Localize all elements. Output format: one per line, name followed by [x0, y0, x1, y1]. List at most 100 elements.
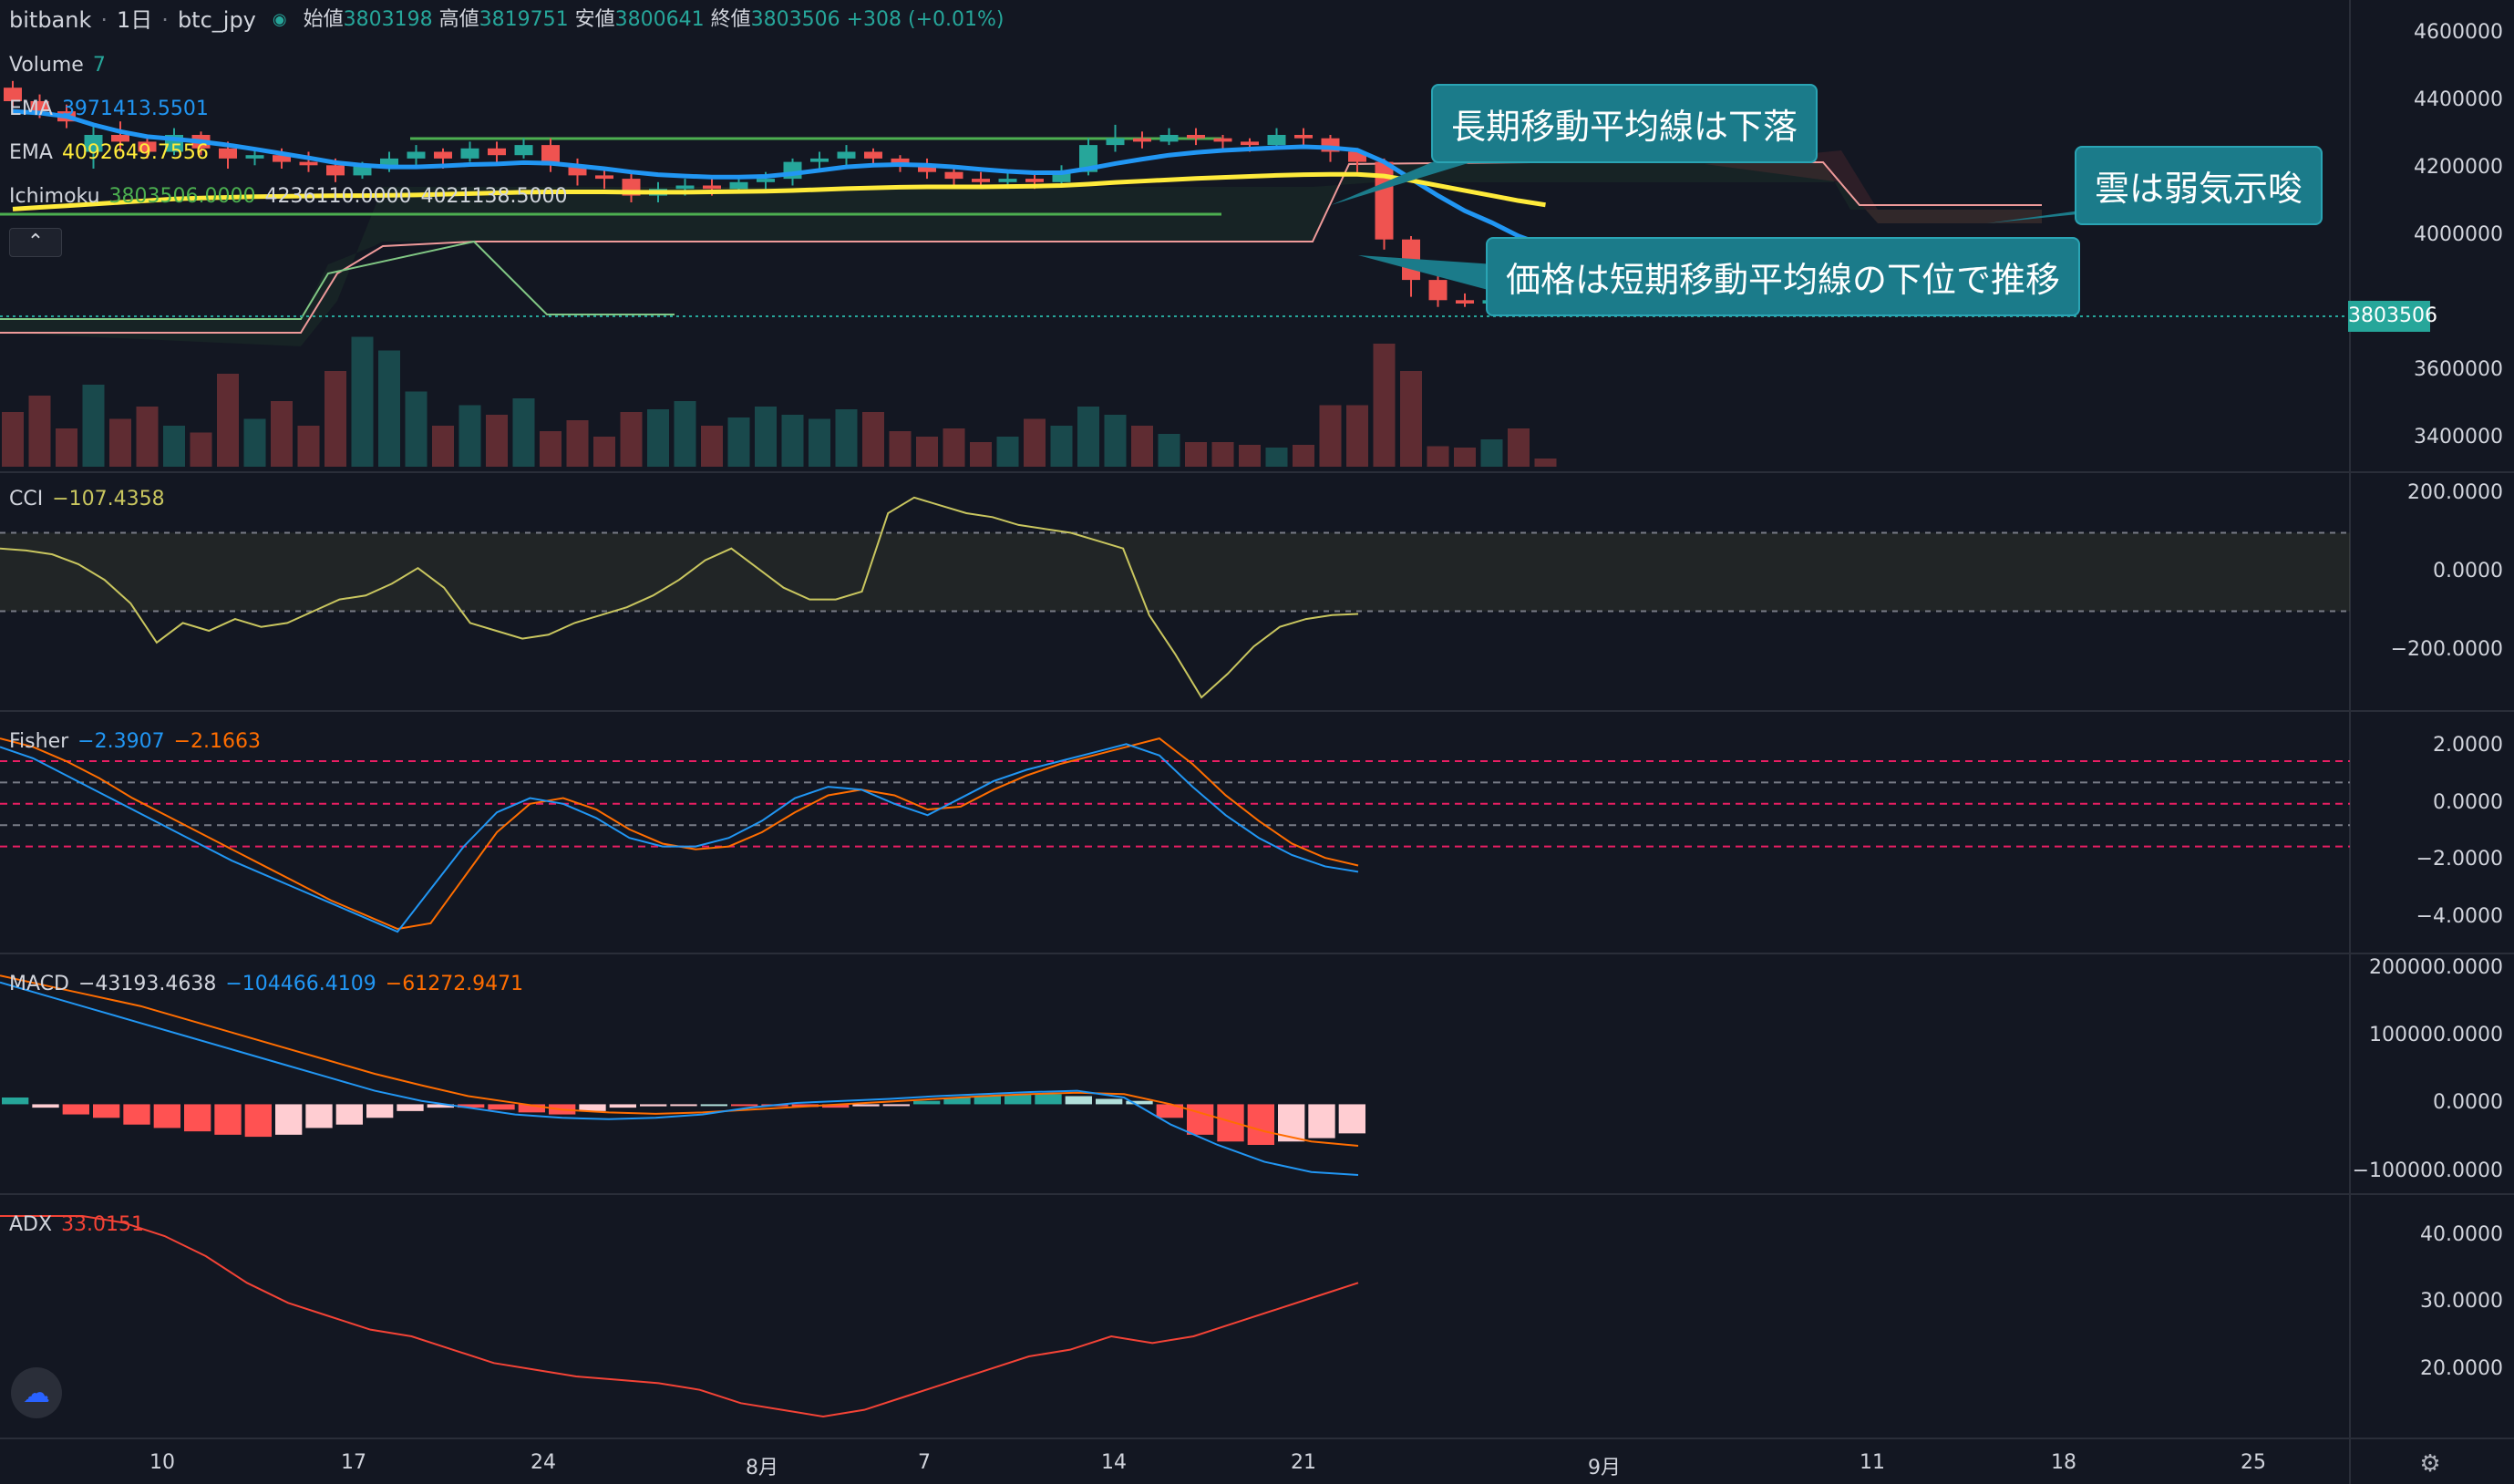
candle-body [1079, 145, 1097, 172]
macd-histogram-bar [943, 1098, 971, 1105]
volume-bar [1454, 448, 1476, 467]
macd-line [0, 981, 1359, 1177]
volume-bar [82, 385, 105, 467]
volume-bar [512, 398, 535, 467]
volume-bar [190, 432, 212, 467]
macd-histogram-bar [123, 1104, 150, 1125]
price-tick: 3600000 [2414, 358, 2503, 381]
ichimoku-value-2: 4236110.0000 [264, 185, 412, 208]
macd-histogram-bar [244, 1104, 272, 1138]
time-tick: 11 [1860, 1451, 1885, 1474]
candle-body [675, 185, 695, 190]
volume-bar [217, 374, 239, 467]
legend-fisher[interactable]: Fisher −2.3907 −2.1663 [9, 724, 261, 760]
time-tick: 25 [2241, 1451, 2266, 1474]
macd-tick: 200000.0000 [2369, 955, 2503, 979]
macd-histogram-bar [397, 1104, 424, 1111]
candle-body [541, 145, 560, 166]
legend-ema-slow[interactable]: EMA 4092649.7556 [9, 135, 209, 171]
volume-bar [1211, 442, 1234, 467]
cci-tick: 200.0000 [2407, 480, 2503, 504]
macd-histogram-bar [974, 1096, 1001, 1105]
price-tick: 4400000 [2414, 88, 2503, 111]
candle-body [1133, 138, 1151, 142]
volume-bar [1427, 446, 1449, 467]
macd-histogram-bar [2, 1098, 29, 1105]
callout-price: 価格は短期移動平均線の下位で推移 [1486, 237, 2081, 316]
cci-band [0, 532, 2350, 612]
volume-bar [566, 420, 589, 467]
candle-body [1267, 135, 1286, 146]
candle-body [568, 165, 587, 176]
collapse-legend-button[interactable]: ⌃ [9, 228, 62, 257]
exchange-label: bitbank [9, 7, 92, 33]
volume-bar [351, 336, 374, 467]
volume-bar [486, 415, 508, 467]
candle-body [918, 165, 936, 172]
macd-tick: 0.0000 [2433, 1091, 2503, 1115]
adx-tick: 30.0000 [2420, 1290, 2503, 1314]
volume-bar [243, 418, 266, 467]
adx-label: ADX [9, 1213, 53, 1236]
volume-bar [781, 415, 804, 467]
volume-bar [1024, 418, 1046, 467]
volume-value: 7 [92, 54, 106, 77]
macd-histogram-bar [609, 1104, 636, 1108]
macd-value-3: −61272.9471 [385, 973, 524, 995]
candle-body [944, 171, 963, 180]
candle-body [1241, 141, 1259, 146]
candle-body [514, 145, 533, 156]
price-tick: 4200000 [2414, 156, 2503, 179]
legend-adx[interactable]: ADX 33.0151 [9, 1207, 144, 1243]
time-tick: 9月 [1588, 1457, 1621, 1479]
volume-bar [1104, 415, 1127, 467]
ichimoku-value-3: 4021138.5000 [420, 185, 568, 208]
volume-bar [458, 405, 481, 467]
volume-bar [943, 428, 965, 467]
candle-body [111, 135, 129, 142]
candle-body [326, 165, 345, 176]
macd-histogram-bar [62, 1104, 89, 1115]
price-tick: 3400000 [2414, 426, 2503, 448]
fisher-label: Fisher [9, 730, 69, 753]
ema-slow-label: EMA [9, 141, 53, 164]
macd-tick: 100000.0000 [2369, 1024, 2503, 1047]
volume-bar [1185, 442, 1207, 467]
volume-bar [1265, 448, 1288, 467]
price-tick: 4000000 [2414, 223, 2503, 246]
volume-bar [862, 412, 884, 467]
volume-bar [378, 350, 400, 467]
candle-body [1106, 138, 1125, 146]
macd-histogram-bar [1126, 1100, 1153, 1105]
macd-histogram-bar [488, 1104, 515, 1110]
candle-body [1052, 171, 1071, 182]
fisher-tick: −4.0000 [2416, 904, 2503, 928]
volume-bar [56, 428, 77, 467]
settings-gear-icon[interactable]: ⚙ [2419, 1450, 2441, 1478]
volume-bar [1346, 405, 1368, 467]
time-tick: 17 [341, 1451, 366, 1474]
legend-cci[interactable]: CCI −107.4358 [9, 481, 165, 518]
legend-ichimoku[interactable]: Ichimoku 3803506.0000 4236110.0000 40211… [9, 179, 567, 215]
macd-histogram-bar [1187, 1104, 1214, 1135]
tradingview-logo-icon[interactable]: ☁ [11, 1367, 62, 1418]
candle-body [864, 151, 882, 159]
cci-line [0, 496, 1359, 699]
cci-tick: 0.0000 [2433, 559, 2503, 582]
macd-histogram-bar [882, 1104, 910, 1107]
volume-bar [1400, 371, 1422, 467]
ema-fast-line [12, 108, 1547, 248]
macd-tick: −100000.0000 [2352, 1159, 2503, 1182]
close-label: 終値 [710, 8, 751, 31]
ema-slow-value: 4092649.7556 [61, 141, 209, 164]
legend-macd[interactable]: MACD −43193.4638 −104466.4109 −61272.947… [9, 966, 523, 1003]
volume-bar [1508, 428, 1530, 467]
candle-body [972, 179, 990, 182]
legend-ema-fast[interactable]: EMA 3971413.5501 [9, 91, 209, 128]
legend-volume[interactable]: Volume 7 [9, 47, 106, 84]
volume-bar [1373, 344, 1396, 467]
high-value: 3819751 [479, 8, 569, 31]
volume-bar [1158, 434, 1180, 467]
volume-bar [1239, 445, 1261, 467]
